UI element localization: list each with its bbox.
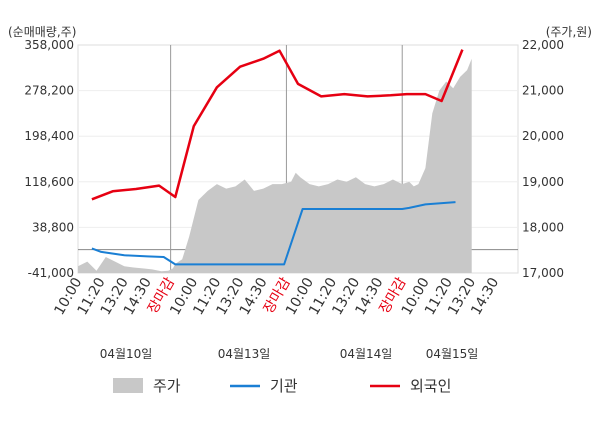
date-labels: 04월10일 04월13일 04월14일 04월15일 xyxy=(100,347,479,361)
y-right-tick: 17,000 xyxy=(522,266,564,280)
legend-institution-label: 기관 xyxy=(270,377,298,395)
legend: 주가 기관 외국인 xyxy=(113,377,451,395)
foreign-line xyxy=(91,49,464,201)
y-right-tick: 18,000 xyxy=(522,220,564,234)
y-left-tick: 38,800 xyxy=(32,220,74,234)
y-left-tick: 358,000 xyxy=(24,38,74,52)
date-label: 04월13일 xyxy=(218,347,271,361)
y-right-tick: 20,000 xyxy=(522,129,564,143)
y-left-axis: 358,000 278,200 198,400 118,600 38,800 -41,00… xyxy=(24,38,74,280)
legend-price-label: 주가 xyxy=(153,377,181,395)
legend-price-swatch xyxy=(113,378,143,393)
legend-foreign-label: 외국인 xyxy=(410,377,451,395)
institution-line xyxy=(91,201,456,266)
y-left-unit: (순매매량,주) xyxy=(8,25,76,39)
price-area xyxy=(78,58,472,274)
y-left-tick: 198,400 xyxy=(24,129,74,143)
date-label: 04월14일 xyxy=(340,347,393,361)
y-right-unit: (주가,원) xyxy=(546,25,592,39)
y-right-tick: 19,000 xyxy=(522,175,564,189)
y-right-tick: 22,000 xyxy=(522,38,564,52)
y-left-tick: 278,200 xyxy=(24,84,74,98)
date-label: 04월15일 xyxy=(426,347,479,361)
y-right-axis: 22,000 21,000 20,000 19,000 18,000 17,000 xyxy=(522,38,564,280)
y-left-tick: 118,600 xyxy=(24,175,74,189)
y-right-tick: 21,000 xyxy=(522,84,564,98)
y-left-tick: -41,000 xyxy=(28,266,74,280)
price-area-path xyxy=(78,58,472,274)
series-lines xyxy=(91,49,464,266)
x-axis: 10:0011:2013:2014:30장마감10:0011:2013:2014… xyxy=(51,275,502,318)
date-label: 04월10일 xyxy=(100,347,153,361)
